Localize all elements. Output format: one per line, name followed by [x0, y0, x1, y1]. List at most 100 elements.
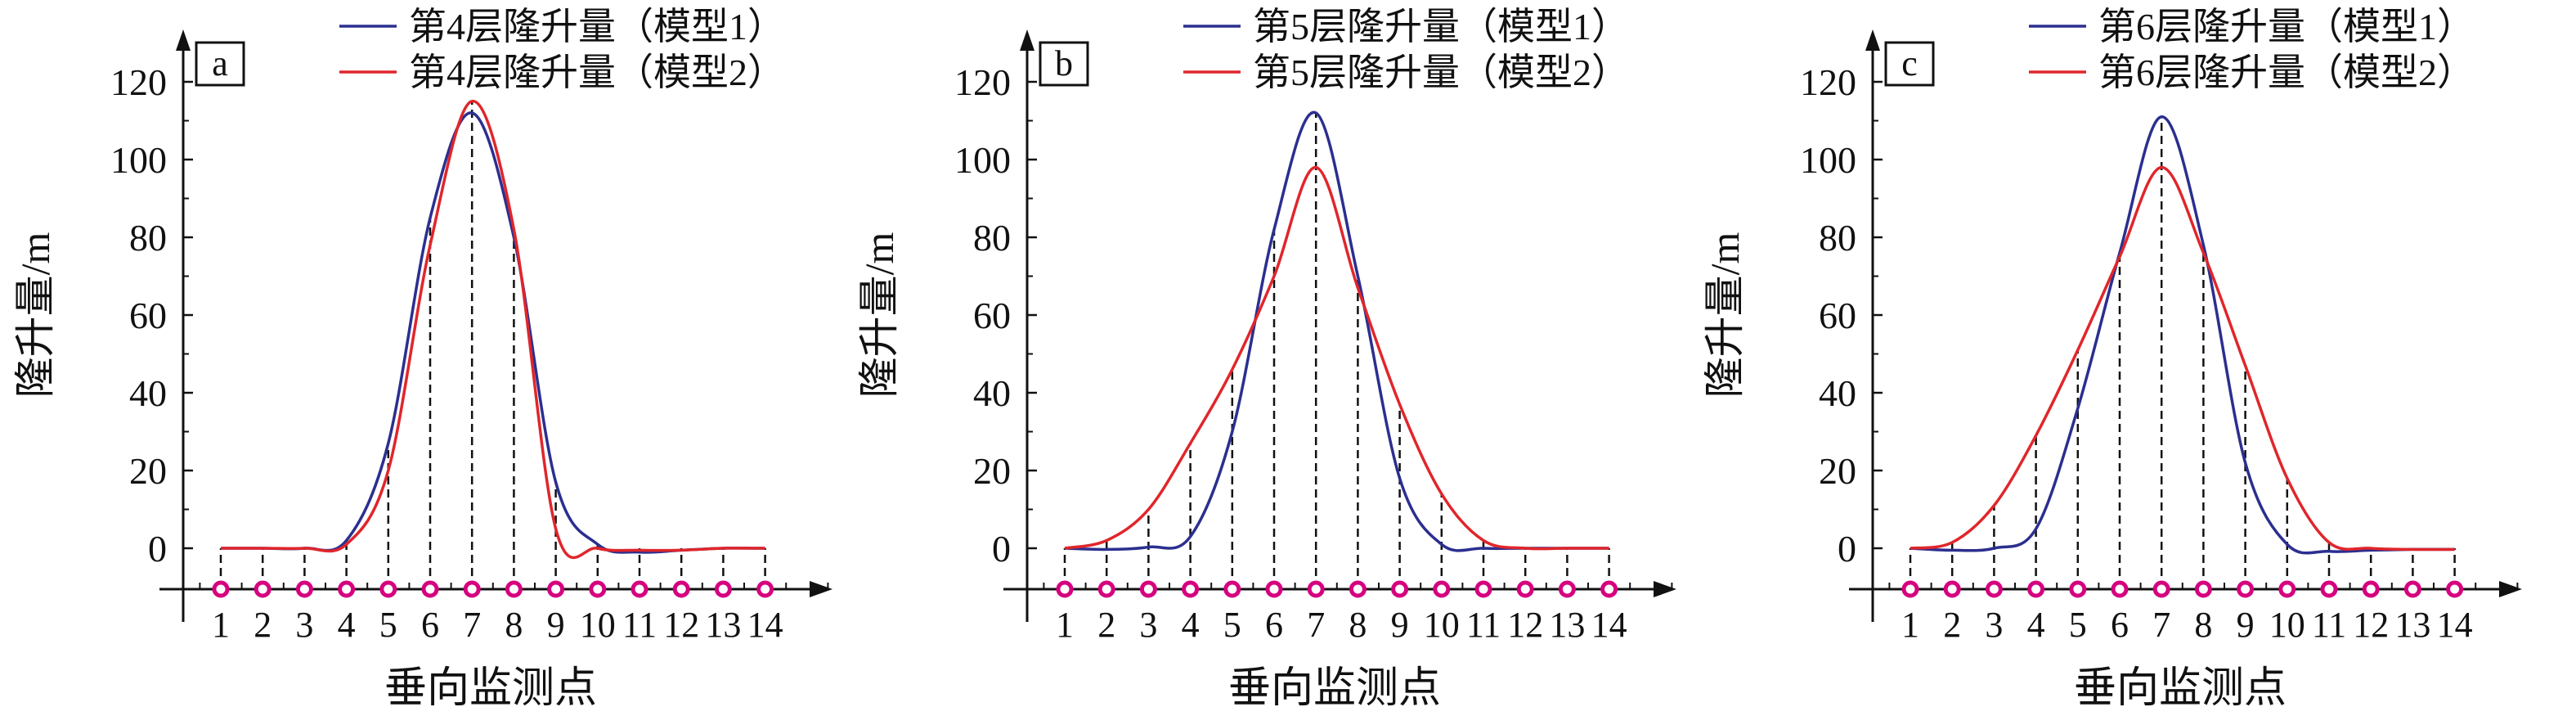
legend-label-model2: 第6层隆升量（模型2） — [2098, 52, 2475, 93]
x-tick-label: 5 — [379, 605, 397, 645]
x-tick-label: 6 — [421, 605, 439, 645]
x-tick-label: 8 — [505, 605, 523, 645]
x-tick-label: 9 — [2237, 605, 2255, 645]
monitor-point-marker — [1985, 580, 2003, 598]
monitor-point-marker — [254, 580, 272, 598]
x-tick-label: 11 — [1466, 605, 1501, 645]
x-tick-label: 4 — [1182, 605, 1200, 645]
x-tick-label: 2 — [1097, 605, 1115, 645]
monitor-point-marker — [2194, 580, 2212, 598]
legend-label-model2: 第4层隆升量（模型2） — [409, 52, 785, 93]
monitor-point-marker — [672, 580, 690, 598]
monitor-point-marker — [1474, 580, 1492, 598]
monitor-point-marker — [589, 580, 607, 598]
y-tick-label: 20 — [1819, 450, 1856, 492]
x-tick-label: 14 — [747, 605, 783, 645]
x-axis-label: 垂向监测点 — [384, 665, 597, 712]
x-tick-label: 13 — [2394, 605, 2430, 645]
y-tick-label: 80 — [973, 217, 1011, 259]
y-tick-label: 120 — [1800, 61, 1856, 103]
x-tick-label: 9 — [1391, 605, 1409, 645]
monitor-point-marker — [2111, 580, 2129, 598]
x-tick-label: 13 — [1549, 605, 1585, 645]
y-tick-label: 0 — [148, 528, 167, 570]
x-tick-label: 2 — [254, 605, 272, 645]
y-axis-arrow-icon — [176, 29, 191, 51]
x-tick-label: 7 — [463, 605, 481, 645]
monitor-point-marker — [2362, 580, 2380, 598]
series-line-model2 — [1064, 165, 1609, 551]
monitor-point-marker — [338, 580, 356, 598]
monitor-point-marker — [1901, 580, 1919, 598]
x-tick-label: 1 — [1056, 605, 1074, 645]
x-tick-label: 5 — [1223, 605, 1241, 645]
x-tick-label: 7 — [1307, 605, 1325, 645]
monitor-point-marker — [505, 580, 523, 598]
monitor-point-marker — [2403, 580, 2421, 598]
x-tick-label: 1 — [212, 605, 230, 645]
monitor-point-marker — [2446, 580, 2464, 598]
series-line-model1 — [1064, 110, 1609, 552]
x-tick-label: 5 — [2069, 605, 2087, 645]
monitor-point-marker — [1056, 580, 1074, 598]
x-axis-arrow-icon — [810, 581, 832, 597]
y-tick-label: 100 — [1800, 139, 1856, 181]
monitor-point-marker — [2152, 580, 2170, 598]
monitor-point-marker — [212, 580, 230, 598]
legend-label-model1: 第4层隆升量（模型1） — [409, 6, 785, 47]
y-tick-label: 40 — [1819, 372, 1856, 414]
y-axis-arrow-icon — [1020, 29, 1034, 51]
x-tick-label: 12 — [1507, 605, 1543, 645]
monitor-point-marker — [2027, 580, 2045, 598]
panel-label: c — [1901, 43, 1918, 83]
x-tick-label: 11 — [622, 605, 657, 645]
legend-label-model1: 第5层隆升量（模型1） — [1253, 6, 1629, 47]
monitor-point-marker — [1139, 580, 1157, 598]
x-tick-label: 6 — [2111, 605, 2129, 645]
y-tick-label: 100 — [110, 139, 167, 181]
x-tick-label: 8 — [2194, 605, 2212, 645]
y-tick-label: 60 — [1819, 295, 1856, 336]
y-tick-label: 20 — [973, 450, 1011, 492]
panel-label: b — [1055, 43, 1073, 83]
y-tick-label: 20 — [129, 450, 167, 492]
monitor-point-marker — [1433, 580, 1451, 598]
x-axis-label: 垂向监测点 — [1228, 665, 1441, 712]
y-tick-label: 60 — [973, 295, 1011, 336]
monitor-point-marker — [421, 580, 439, 598]
y-tick-label: 80 — [129, 217, 167, 259]
x-tick-label: 3 — [1985, 605, 2003, 645]
y-tick-label: 120 — [954, 61, 1011, 103]
panel-label-box — [1884, 41, 1935, 87]
x-tick-label: 10 — [2269, 605, 2305, 645]
x-tick-label: 1 — [1901, 605, 1919, 645]
panel-label-box — [195, 41, 245, 87]
monitor-point-marker — [463, 580, 481, 598]
x-tick-label: 4 — [338, 605, 356, 645]
legend-label-model2: 第5层隆升量（模型2） — [1253, 52, 1629, 93]
series-line-model1 — [1910, 115, 2455, 555]
monitor-point-marker — [714, 580, 732, 598]
x-tick-label: 10 — [1424, 605, 1460, 645]
monitor-point-marker — [379, 580, 397, 598]
monitor-point-marker — [295, 580, 313, 598]
y-tick-label: 0 — [1838, 528, 1856, 570]
monitor-point-marker — [1349, 580, 1367, 598]
y-axis-label: 隆升量/m — [12, 232, 58, 399]
monitor-point-marker — [2069, 580, 2087, 598]
monitor-point-marker — [1182, 580, 1200, 598]
x-tick-label: 12 — [663, 605, 699, 645]
y-tick-label: 100 — [954, 139, 1011, 181]
monitor-point-marker — [547, 580, 565, 598]
monitor-point-marker — [1558, 580, 1576, 598]
x-axis-label: 垂向监测点 — [2074, 665, 2287, 712]
panel-label: a — [212, 43, 228, 83]
y-tick-label: 120 — [110, 61, 167, 103]
x-tick-label: 11 — [2312, 605, 2346, 645]
x-tick-label: 14 — [1591, 605, 1627, 645]
monitor-point-marker — [1600, 580, 1618, 598]
x-tick-label: 8 — [1349, 605, 1367, 645]
y-tick-label: 40 — [973, 372, 1011, 414]
